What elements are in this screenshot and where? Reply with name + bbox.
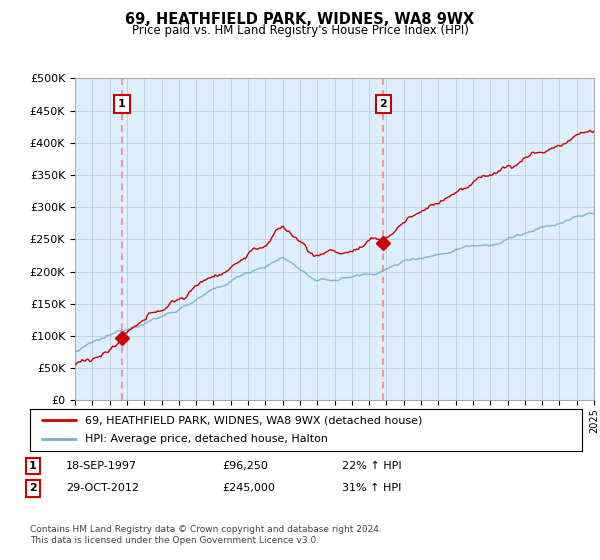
Text: HPI: Average price, detached house, Halton: HPI: Average price, detached house, Halt… xyxy=(85,435,328,445)
Text: 2: 2 xyxy=(380,99,388,109)
Text: 2: 2 xyxy=(29,483,37,493)
Text: £245,000: £245,000 xyxy=(222,483,275,493)
Text: 22% ↑ HPI: 22% ↑ HPI xyxy=(342,461,401,471)
Text: 29-OCT-2012: 29-OCT-2012 xyxy=(66,483,139,493)
Text: Contains HM Land Registry data © Crown copyright and database right 2024.
This d: Contains HM Land Registry data © Crown c… xyxy=(30,525,382,545)
Text: 31% ↑ HPI: 31% ↑ HPI xyxy=(342,483,401,493)
Text: Price paid vs. HM Land Registry's House Price Index (HPI): Price paid vs. HM Land Registry's House … xyxy=(131,24,469,37)
Text: 69, HEATHFIELD PARK, WIDNES, WA8 9WX: 69, HEATHFIELD PARK, WIDNES, WA8 9WX xyxy=(125,12,475,27)
Text: 18-SEP-1997: 18-SEP-1997 xyxy=(66,461,137,471)
Text: 1: 1 xyxy=(29,461,37,471)
Text: 69, HEATHFIELD PARK, WIDNES, WA8 9WX (detached house): 69, HEATHFIELD PARK, WIDNES, WA8 9WX (de… xyxy=(85,415,422,425)
Text: £96,250: £96,250 xyxy=(222,461,268,471)
Text: 1: 1 xyxy=(118,99,126,109)
